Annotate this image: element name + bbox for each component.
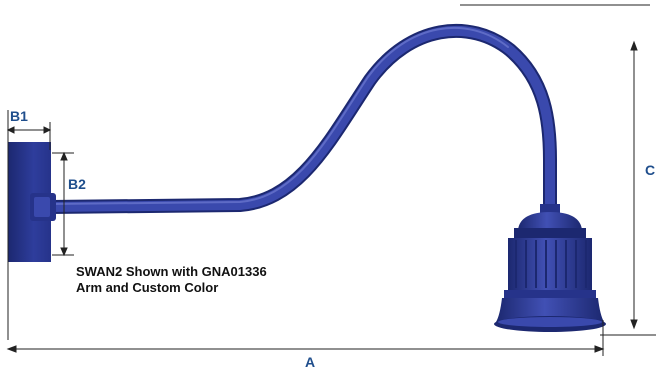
dimension-a <box>6 320 605 356</box>
caption-line-1: SWAN2 Shown with GNA01336 <box>76 264 267 279</box>
dimension-c <box>600 40 656 336</box>
caption-line-2: Arm and Custom Color <box>76 280 219 295</box>
gooseneck-arm <box>43 24 557 222</box>
dimension-label-a: A <box>305 354 316 370</box>
dimension-label-b2: B2 <box>68 176 86 192</box>
dimension-b1 <box>6 110 52 340</box>
dimension-b2 <box>52 151 74 257</box>
dimension-label-c: C <box>645 162 656 178</box>
product-caption: SWAN2 Shown with GNA01336 Arm and Custom… <box>76 264 267 296</box>
pendant-shade <box>494 204 606 332</box>
dimension-label-b1: B1 <box>10 108 28 124</box>
